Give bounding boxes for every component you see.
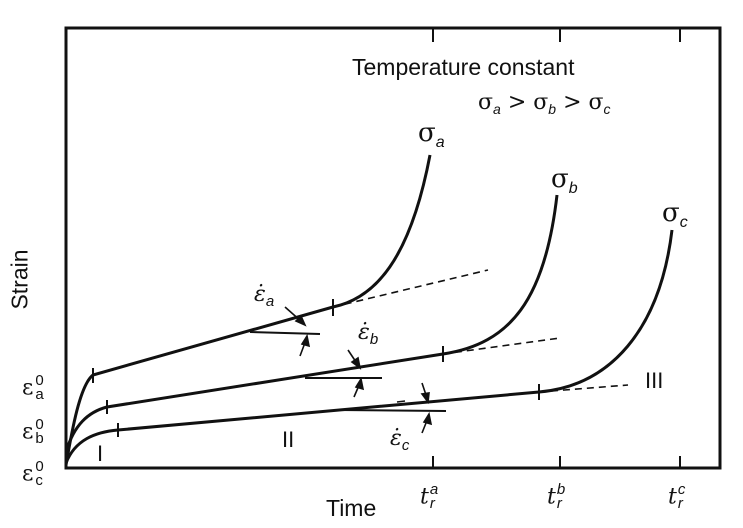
curve-label-sigma-c: σc (662, 198, 688, 231)
slope-base-c (337, 409, 447, 412)
stage-label-tertiary: III (645, 368, 664, 393)
curve-label-sigma-a: σa (418, 118, 445, 151)
extrapolation-c (538, 384, 629, 393)
curve-sigma-a (64, 154, 432, 466)
stage-label-secondary: II (282, 427, 295, 452)
stress-order-label: σa > σb > σc (478, 90, 611, 117)
x-axis-label: Time (326, 495, 377, 521)
y-axis-label: Strain (6, 249, 33, 310)
slope-base-a (249, 331, 321, 335)
rate-label-b: ε̇b (358, 320, 379, 348)
curve-label-sigma-b: σb (551, 164, 578, 197)
rate-b-arrows (347, 349, 365, 398)
plot-frame (64, 26, 722, 470)
extrapolation-b (442, 337, 561, 355)
temperature-constant-label: Temperature constant (352, 54, 575, 80)
extrapolation-a (332, 269, 489, 308)
stage-label-primary: I (97, 441, 104, 466)
curve-sigma-c (64, 229, 674, 464)
rate-label-a: ε̇a (254, 282, 275, 310)
curve-sigma-b (64, 194, 559, 453)
rate-c-arrows (396, 382, 433, 434)
rate-label-c: ε̇c (390, 426, 410, 454)
rate-a-arrows (284, 306, 311, 357)
